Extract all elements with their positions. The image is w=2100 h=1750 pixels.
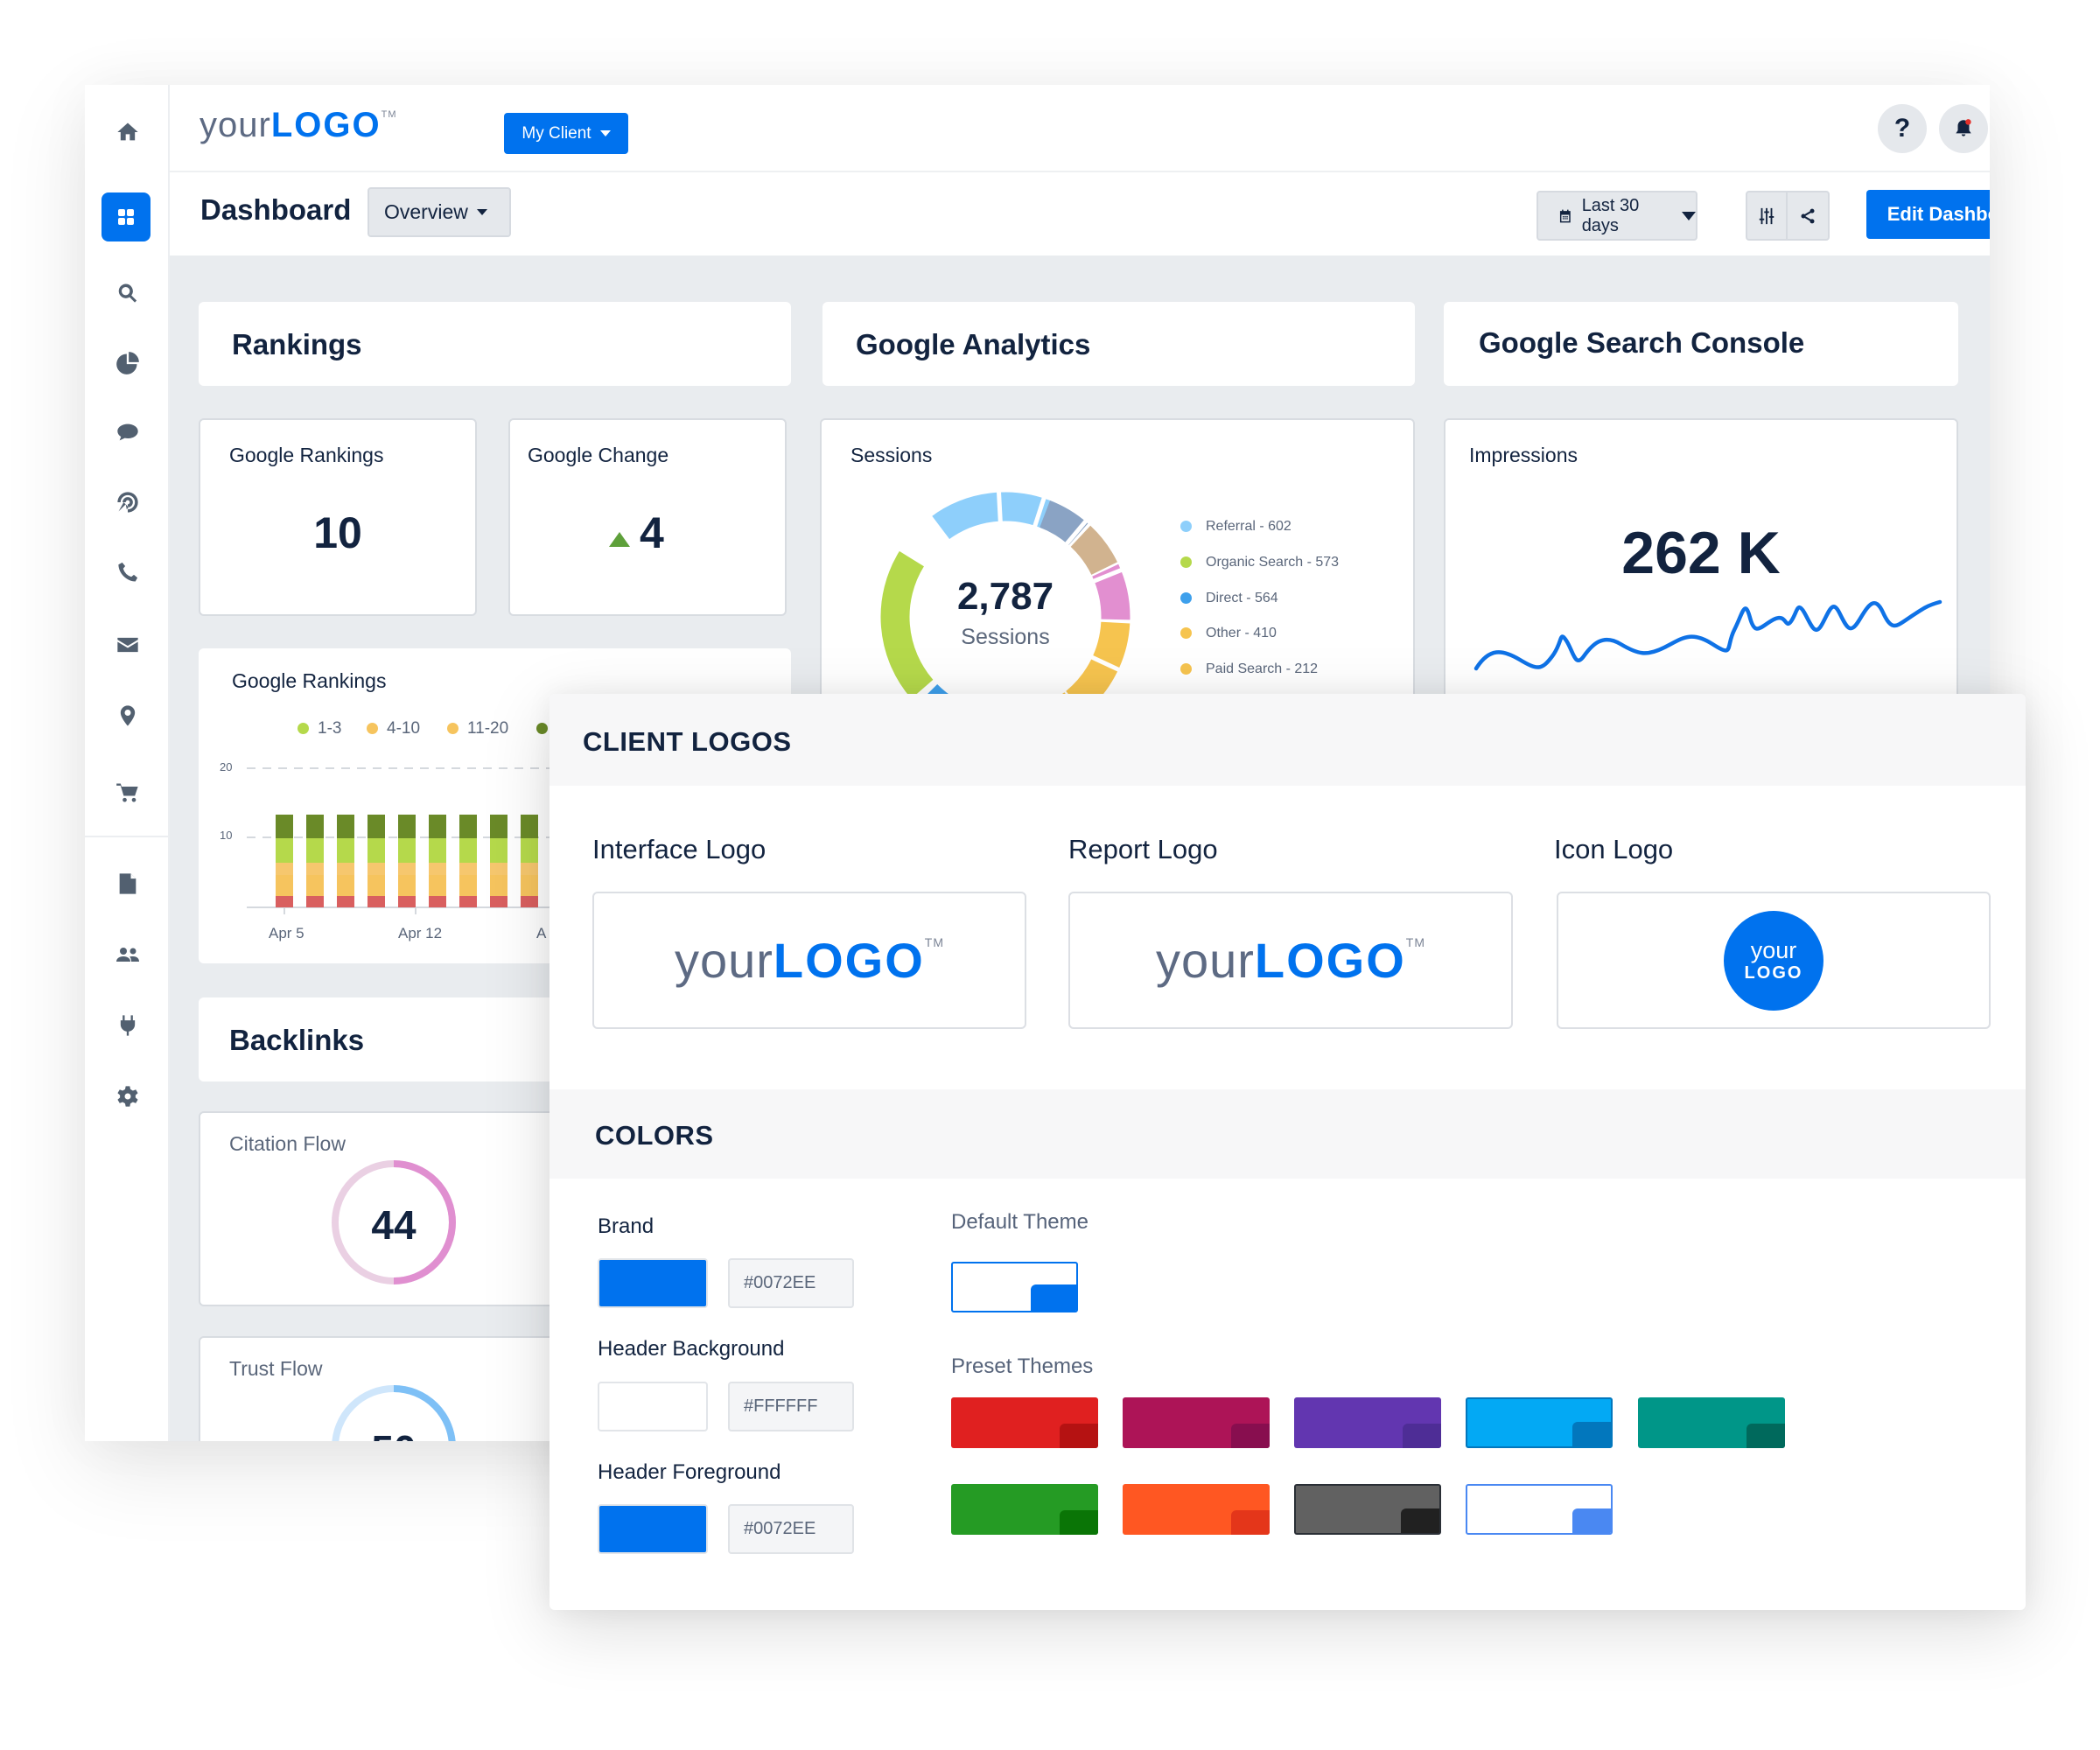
sliders-icon [1759,207,1774,224]
legend-item: Organic Search - 573 [1180,555,1339,570]
search-icon [118,284,136,303]
sidebar-item-social[interactable] [85,410,170,454]
interface-logo-upload[interactable]: yourLOGOTM [592,892,1026,1029]
sidebar-divider [85,836,170,837]
preset-theme-orange[interactable] [1123,1484,1270,1535]
header-fg-color-swatch[interactable] [598,1504,708,1554]
calendar-icon [1559,209,1571,222]
sidebar-item-email[interactable] [85,623,170,667]
icon-logo-image: your LOGO [1724,910,1824,1011]
brand-color-swatch[interactable] [598,1258,708,1308]
header-fg-color-input[interactable]: #0072EE [728,1504,854,1554]
legend-item [536,719,556,738]
filter-button[interactable] [1747,192,1788,239]
trust-flow-gauge [332,1385,456,1441]
legend-item: 4-10 [367,719,420,738]
search-console-section-header: Google Search Console [1444,302,1958,386]
preset-theme-light-blue[interactable] [1466,1397,1613,1448]
file-icon [119,873,136,894]
page-title: Dashboard [200,193,352,226]
chat-icon [116,424,138,441]
edit-dashboard-button[interactable]: Edit Dashboard [1866,190,1990,239]
up-triangle-icon [609,532,630,547]
default-theme-option[interactable] [951,1262,1078,1312]
colors-header: COLORS [550,1089,2026,1179]
sidebar-item-users[interactable] [85,933,170,976]
citation-flow-gauge [332,1160,456,1284]
sidebar-item-ppc[interactable] [85,480,170,524]
preset-theme-magenta[interactable] [1123,1397,1270,1448]
map-pin-icon [120,705,135,726]
app-logo[interactable]: yourLOGOTM [200,106,397,144]
preset-theme-dark-grey[interactable] [1294,1484,1441,1535]
sidebar-item-local[interactable] [85,694,170,738]
filter-share-group [1746,191,1830,241]
grid-icon [118,209,134,225]
sidebar-item-reports[interactable] [85,862,170,906]
legend-item: Direct - 564 [1180,591,1278,606]
sidebar-item-home[interactable] [85,110,170,154]
bell-icon [1956,119,1971,136]
toolbar: Dashboard Overview Last 30 days Edit Das… [170,172,1990,256]
help-button[interactable]: ? [1878,104,1927,153]
branding-settings-panel: CLIENT LOGOS Interface Logo Report Logo … [550,694,2026,1610]
view-select[interactable]: Overview [368,187,511,237]
sidebar-item-calls[interactable] [85,550,170,594]
top-bar: yourLOGOTM My Client ? [170,85,1990,172]
phone-icon [117,562,137,582]
home-icon [116,122,138,141]
legend-item: Referral - 602 [1180,519,1292,535]
target-click-icon [116,492,138,513]
legend-item: 1-3 [298,719,341,738]
preset-theme-green[interactable] [951,1484,1098,1535]
google-change-card[interactable]: Google Change 4 [508,418,787,616]
share-button[interactable] [1788,192,1828,239]
sidebar-item-integrations[interactable] [85,1004,170,1047]
interface-logo-image: yourLOGOTM [674,933,945,988]
users-icon [116,948,139,962]
chevron-down-icon [476,209,487,215]
gear-icon [116,1086,138,1107]
client-logos-header: CLIENT LOGOS [550,694,2026,786]
header-bg-color-input[interactable]: #FFFFFF [728,1382,854,1432]
impressions-sparkline [1474,599,1942,671]
report-logo-upload[interactable]: yourLOGOTM [1068,892,1513,1029]
legend-item: Other - 410 [1180,626,1277,641]
brand-color-input[interactable]: #0072EE [728,1258,854,1308]
google-rankings-card[interactable]: Google Rankings 10 [199,418,477,616]
client-switcher-button[interactable]: My Client [504,113,628,154]
sidebar-item-seo[interactable] [85,271,170,315]
share-icon [1801,208,1815,223]
rankings-section-header: Rankings [199,302,791,386]
analytics-section-header: Google Analytics [822,302,1415,386]
preset-theme-white-blue[interactable] [1466,1484,1613,1535]
chevron-down-icon [599,130,611,136]
pie-chart-icon [116,352,139,374]
sidebar-item-analytics[interactable] [85,341,170,385]
date-range-select[interactable]: Last 30 days [1536,191,1698,241]
plug-icon [120,1015,135,1036]
notifications-button[interactable] [1939,104,1988,153]
envelope-icon [116,637,138,653]
question-icon: ? [1894,114,1911,143]
header-bg-color-swatch[interactable] [598,1382,708,1432]
sidebar-item-ecommerce[interactable] [85,771,170,815]
chevron-down-icon [1682,211,1696,220]
sidebar-item-dashboard[interactable] [102,192,150,242]
rankings-bar-chart [247,767,684,914]
dashboard-window: yourLOGOTM My Client ? Dashboard Overvie… [85,85,1990,1441]
legend-item: 11-20 [447,719,508,738]
sidebar-item-settings[interactable] [85,1074,170,1118]
preset-theme-teal[interactable] [1638,1397,1785,1448]
legend-item: Paid Search - 212 [1180,662,1318,677]
cart-icon [116,783,138,802]
preset-theme-purple[interactable] [1294,1397,1441,1448]
sidebar [85,85,170,1441]
icon-logo-upload[interactable]: your LOGO [1557,892,1991,1029]
report-logo-image: yourLOGOTM [1155,933,1426,988]
preset-theme-red[interactable] [951,1397,1098,1448]
